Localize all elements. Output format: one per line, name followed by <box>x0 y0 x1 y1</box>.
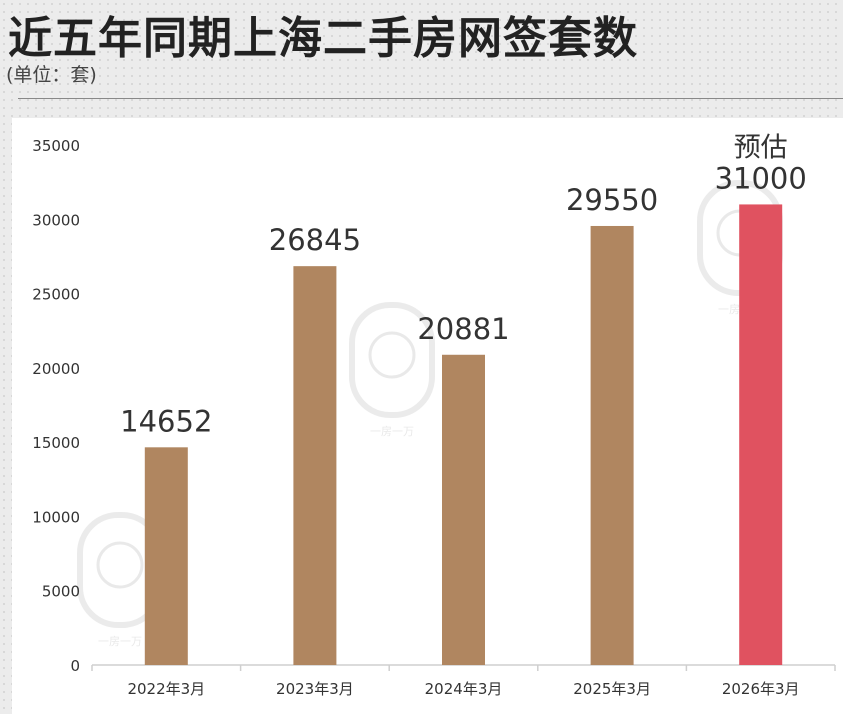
chart-unit: (单位：套) <box>6 64 97 86</box>
data-label: 29550 <box>566 183 658 217</box>
y-tick-label: 25000 <box>32 286 80 304</box>
x-tick-label: 2024年3月 <box>425 680 503 698</box>
y-tick-label: 0 <box>70 657 80 675</box>
y-tick-label: 15000 <box>32 434 80 452</box>
x-tick-label: 2026年3月 <box>722 680 800 698</box>
y-tick-label: 20000 <box>32 360 80 378</box>
y-tick-label: 10000 <box>32 508 80 526</box>
bar-estimate <box>739 204 783 665</box>
chart-title: 近五年同期上海二手房网签套数 <box>8 13 638 64</box>
y-axis: 0 5000 10000 15000 20000 25000 30000 35000 <box>32 137 80 675</box>
x-tick-label: 2025年3月 <box>573 680 651 698</box>
data-label: 31000 <box>715 161 807 195</box>
data-label: 20881 <box>417 312 509 346</box>
x-axis: 2022年3月 2023年3月 2024年3月 2025年3月 2026年3月 <box>91 664 836 698</box>
watermark-text: 一房一万 <box>98 635 142 648</box>
bar <box>293 266 337 665</box>
watermark-text: 一房一万 <box>370 425 414 438</box>
watermark-logo: 一房一万 <box>349 302 435 438</box>
y-tick-label: 35000 <box>32 137 80 155</box>
bars <box>144 204 783 665</box>
bar <box>590 225 634 665</box>
y-tick-label: 30000 <box>32 211 80 229</box>
y-tick-label: 5000 <box>42 583 80 601</box>
bar <box>442 354 485 665</box>
title-divider <box>18 98 843 99</box>
x-tick-label: 2023年3月 <box>276 680 354 698</box>
data-label: 26845 <box>269 223 361 257</box>
data-label: 14652 <box>120 404 212 438</box>
estimate-label: 预估 <box>734 132 788 163</box>
x-tick-label: 2022年3月 <box>127 680 205 698</box>
bar <box>144 447 188 665</box>
